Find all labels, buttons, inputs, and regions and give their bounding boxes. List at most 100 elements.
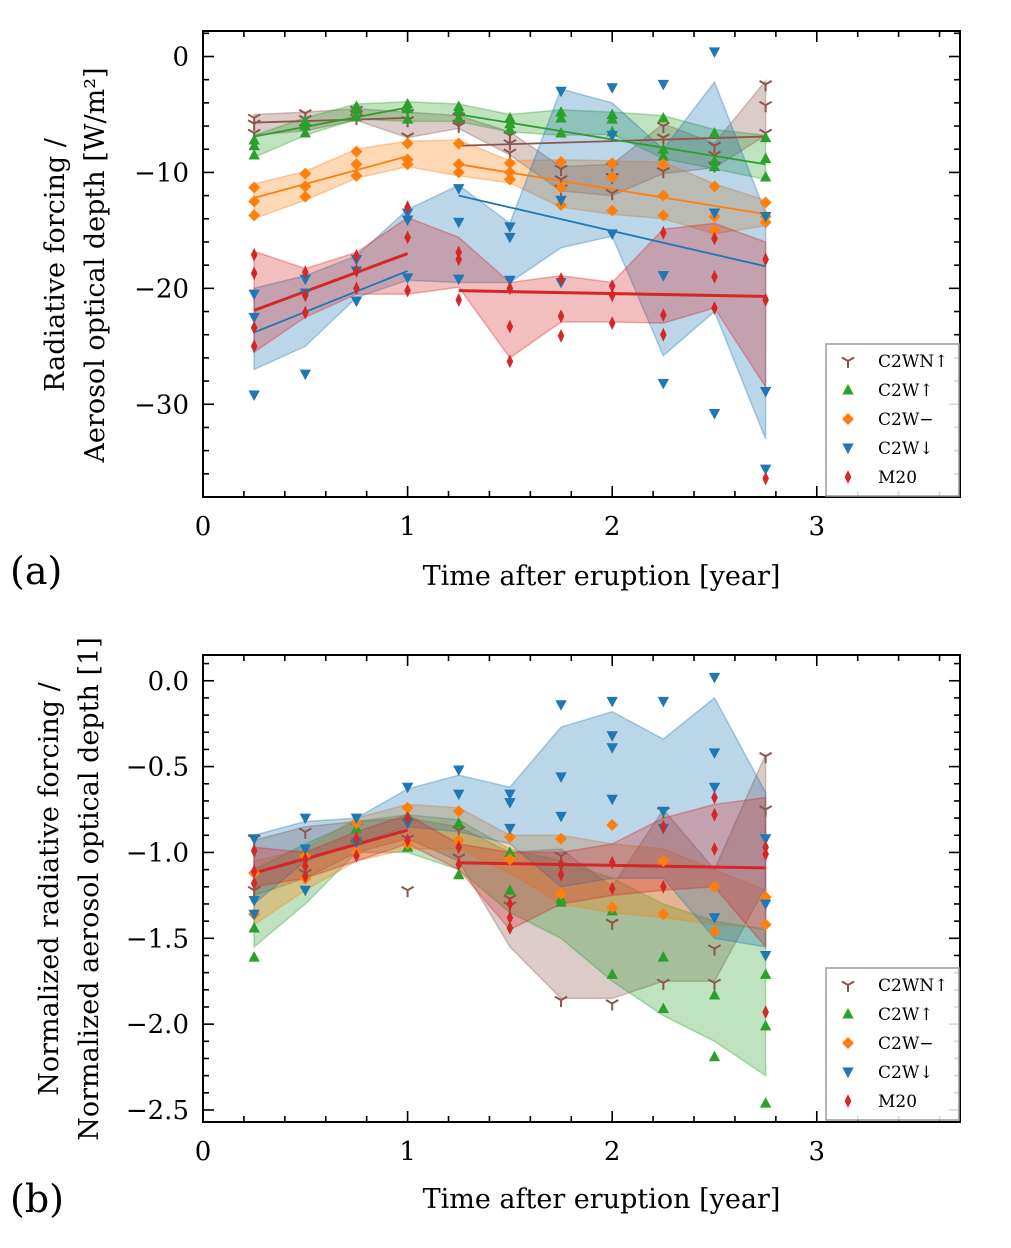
data-point-C2W_down: [555, 86, 567, 98]
data-point-C2W_down: [299, 885, 311, 897]
data-point-C2W_down: [657, 378, 670, 390]
legend-marker-C2W_down: [842, 443, 854, 454]
data-point-M20: [250, 320, 258, 335]
data-point-C2W_mid: [606, 204, 619, 217]
data-point-M20: [711, 842, 718, 856]
data-point-C2W_up: [657, 143, 670, 154]
legend-entry-label: C2WN↑: [878, 976, 948, 996]
data-point-C2W_mid: [503, 853, 516, 866]
data-point-C2W_down: [708, 47, 721, 58]
data-point-C2W_up: [401, 102, 414, 114]
x-tick-label: 2: [604, 1137, 621, 1167]
data-point-M20: [404, 811, 411, 826]
data-point-C2W_mid: [248, 195, 261, 208]
data-point-M20: [711, 269, 718, 284]
data-point-C2W_mid: [606, 818, 619, 831]
data-point-C2W_down: [453, 274, 465, 286]
y-tick-label: −1.5: [126, 924, 189, 954]
data-point-M20: [557, 328, 565, 343]
data-point-C2W_up: [350, 103, 363, 115]
legend-entry-label: C2WN↑: [878, 352, 948, 372]
legend-entry-label: C2W↓: [878, 439, 934, 459]
data-point-C2W_mid: [708, 224, 721, 237]
data-point-M20: [711, 790, 718, 805]
data-point-C2W_mid: [657, 189, 670, 202]
data-point-C2W_down: [657, 806, 670, 818]
legend-marker-M20: [844, 470, 852, 484]
panel-label: (b): [10, 1177, 64, 1221]
data-point-C2W_up: [248, 139, 260, 151]
data-point-M20: [353, 831, 360, 846]
data-point-M20: [608, 316, 616, 331]
data-point-C2WN_up: [298, 827, 312, 839]
data-point-M20: [455, 293, 463, 307]
data-point-C2W_up: [299, 120, 311, 131]
data-point-M20: [608, 279, 616, 293]
data-point-C2W_mid: [452, 166, 465, 179]
data-point-C2W_down: [708, 672, 721, 684]
data-point-M20: [557, 857, 565, 872]
data-point-M20: [455, 840, 463, 855]
data-point-C2W_mid: [708, 880, 721, 893]
data-point-C2W_mid: [657, 158, 670, 171]
data-point-M20: [353, 248, 360, 263]
data-point-C2W_down: [504, 798, 516, 809]
data-point-C2W_down: [504, 823, 516, 835]
data-point-M20: [660, 308, 667, 322]
data-point-C2W_mid: [503, 166, 516, 179]
data-point-M20: [455, 252, 463, 267]
data-point-C2W_down: [248, 312, 260, 324]
data-point-C2W_mid: [555, 832, 568, 845]
data-point-M20: [250, 876, 258, 891]
data-point-C2W_down: [248, 909, 260, 921]
data-point-C2WN_up: [656, 121, 670, 134]
y-tick-label: −20: [134, 274, 189, 304]
data-point-M20: [762, 293, 769, 307]
data-point-C2W_mid: [606, 171, 619, 184]
data-point-C2W_up: [708, 127, 721, 138]
data-point-C2WN_up: [656, 978, 670, 990]
data-point-C2W_up: [657, 150, 670, 161]
data-point-C2W_down: [759, 211, 772, 223]
x-tick-label: 1: [399, 512, 416, 542]
data-point-C2W_mid: [708, 925, 721, 938]
data-point-C2WN_up: [759, 751, 773, 764]
data-point-C2WN_up: [759, 100, 773, 113]
fit-line-M20-0: [253, 252, 409, 312]
data-point-C2W_up: [453, 817, 465, 828]
y-axis-label-line2: Aerosol optical depth [W/m²]: [80, 67, 111, 463]
data-point-M20: [711, 301, 718, 315]
data-point-M20: [762, 1005, 769, 1020]
data-point-C2W_up: [555, 896, 567, 907]
y-axis-label-line1: Radiative forcing /: [40, 137, 71, 392]
data-point-M20: [660, 819, 667, 834]
y-tick-label: 0: [172, 43, 189, 73]
data-point-C2W_mid: [452, 805, 465, 818]
x-tick-label: 3: [809, 1137, 826, 1167]
data-point-C2W_up: [504, 111, 516, 123]
data-point-C2W_up: [453, 868, 465, 880]
data-point-C2W_up: [299, 127, 311, 138]
data-point-C2W_down: [401, 782, 414, 794]
data-point-C2W_up: [504, 884, 516, 895]
data-point-M20: [660, 879, 667, 894]
data-point-M20: [608, 881, 616, 896]
plot-area: [247, 672, 773, 1108]
data-point-C2W_down: [759, 834, 772, 845]
data-point-M20: [711, 807, 718, 822]
data-point-M20: [506, 921, 514, 935]
data-point-C2W_down: [555, 700, 567, 711]
legend-marker-C2W_up: [842, 384, 854, 395]
data-point-C2W_mid: [350, 169, 363, 182]
data-point-C2W_up: [350, 110, 363, 122]
data-point-C2W_mid: [350, 158, 363, 171]
data-point-C2W_mid: [401, 137, 414, 150]
data-point-M20: [455, 857, 463, 872]
data-point-C2W_down: [708, 208, 721, 219]
y-tick-label: −0.5: [126, 753, 189, 783]
data-point-C2W_down: [606, 731, 618, 742]
data-point-M20: [557, 272, 565, 286]
y-tick-label: −30: [134, 390, 189, 420]
data-point-C2W_down: [453, 765, 465, 777]
